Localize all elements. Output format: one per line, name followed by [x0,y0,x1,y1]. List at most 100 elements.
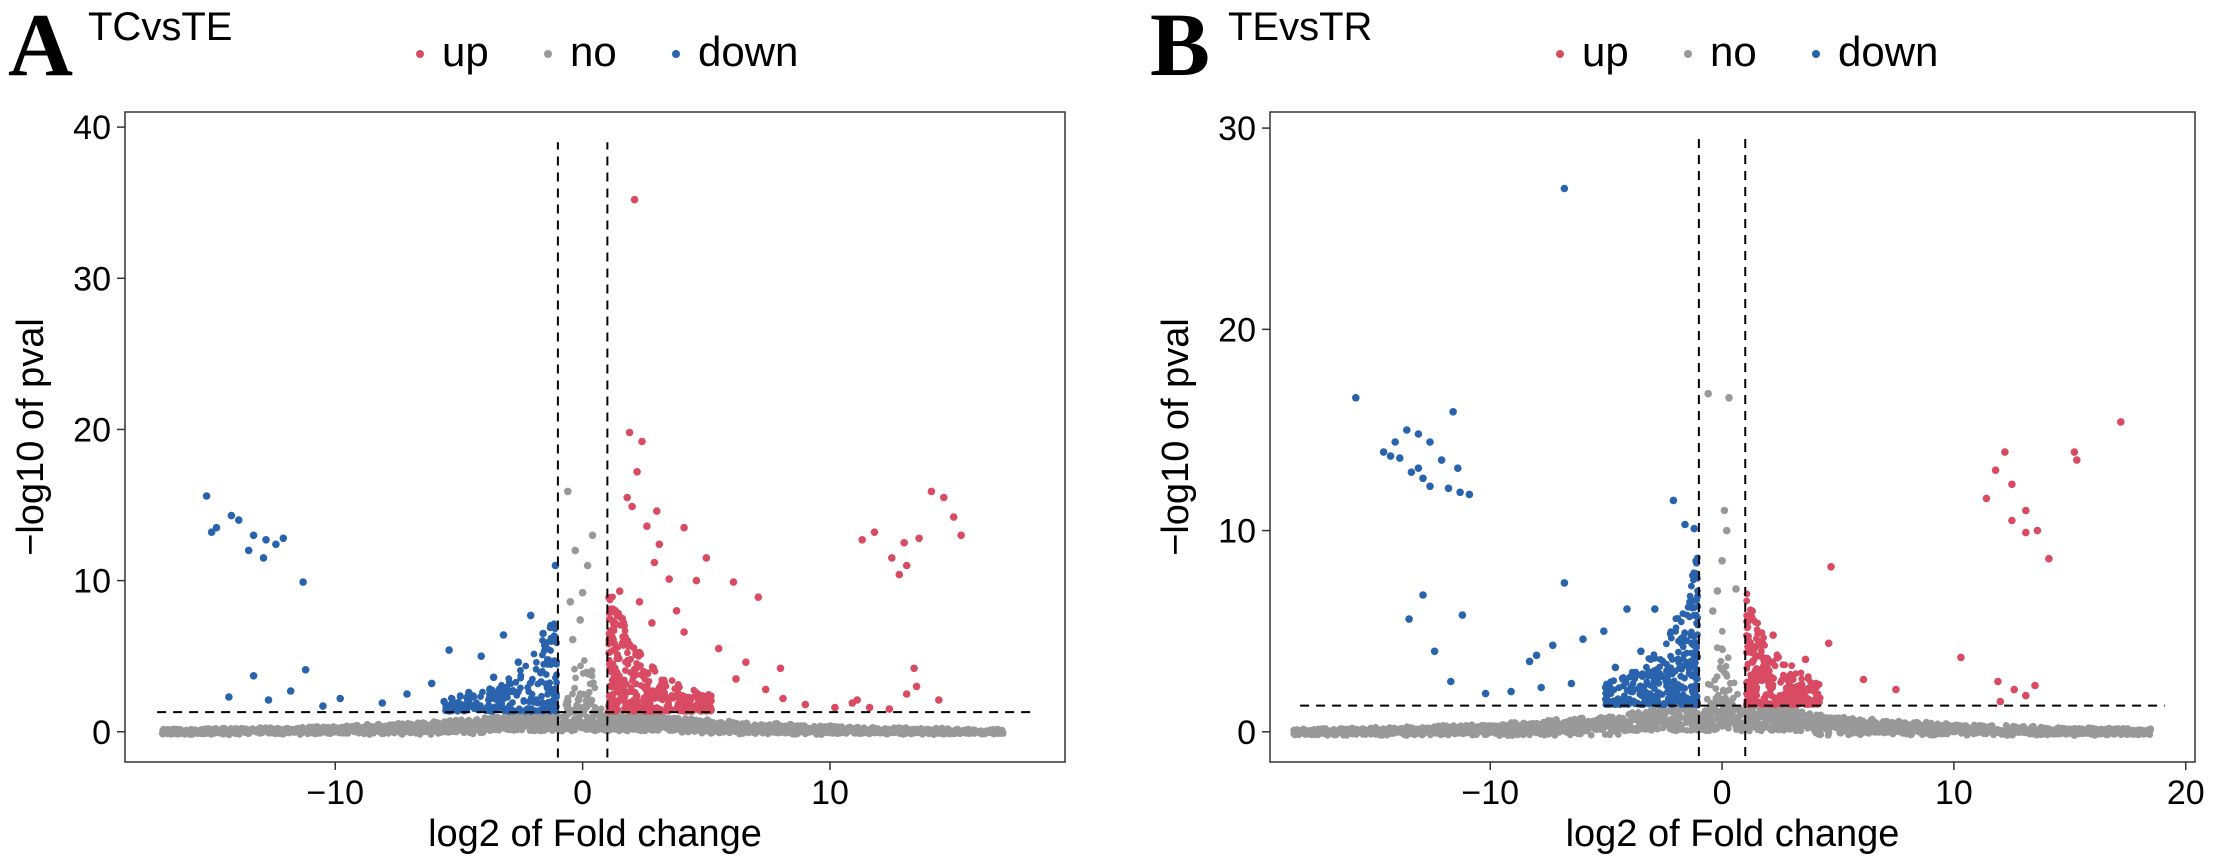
panel-a-point-no-bg [493,722,501,730]
panel-b-legend-down-label: down [1838,28,1938,75]
panel-a-point-down [207,528,216,536]
panel-a-point-up [672,607,681,615]
panel-a-point-no-bg [724,721,732,729]
panel-a-point-up-cluster [605,649,613,657]
panel-a-point-up [865,703,874,712]
panel-a-point-up [648,619,656,627]
panel-a-point-up-cluster [705,696,713,704]
panel-a-point-no-bg [982,728,989,735]
panel-a-point-no-bg [716,726,724,734]
panel-b-point-no-bg [1717,657,1725,665]
panel-a-point-no-bg [890,724,898,732]
panel-a-point-up [633,468,641,476]
panel-a-point-down [279,534,288,543]
panel-a-point-up [643,522,651,530]
panel-a-point-no-bg [916,728,923,735]
panel-a-point-no-bg [200,725,207,733]
panel-a-point-no-bg [629,726,637,733]
panel-a-point-down-cluster [517,667,524,674]
panel-a-point-up [623,493,631,502]
panel-a-point-up-cluster [634,664,642,671]
panel-b-point-no-bg [1633,726,1641,734]
panel-a-point-no-bg [602,724,610,731]
panel-a-point-up-cluster [649,665,656,673]
panel-a-point-no-bg [262,724,270,731]
panel-a-point-down [301,666,310,674]
panel-a-point-no-bg [642,725,649,733]
panel-a-point-no-bg [938,730,946,737]
panel-a-legend-down-marker [672,50,680,58]
panel-a-point-up [927,487,936,496]
panel-a-legend-up-marker [416,50,424,58]
panel-a-point-no-bg [691,728,699,735]
panel-a-point-no-bg [566,718,574,726]
panel-a-point-no-bg [544,724,552,732]
panel-b-point-no-bg [1729,694,1737,702]
panel-a-point-up [732,675,740,683]
panel-a-point-no [578,588,587,597]
panel-a-point-no-bg [575,704,583,712]
panel-a-point-up [885,705,894,713]
panel-a-point-up-cluster [634,702,642,710]
panel-a-point-up [618,614,626,623]
panel-a-point-up-cluster [624,649,631,657]
panel-a-point-no-bg [538,727,545,735]
panel-a-point-no-bg [558,727,566,735]
panel-a-point-no [576,616,584,624]
panel-a-point-down-cluster [469,701,476,709]
panel-a-point-up [900,539,908,547]
panel-a-point-up-cluster [676,707,684,715]
panel-a-point-up-cluster [690,686,698,694]
panel-a-point-no-bg [330,723,337,730]
panel-a-point-up-cluster [620,676,628,684]
panel-a-letter: A [8,0,73,95]
panel-a-point-up-cluster [642,670,650,677]
panel-a-point-no-bg [462,721,469,729]
panel-a-point-no [564,487,572,496]
panel-b-title: TEvsTR [1228,5,1372,49]
panel-a-point-down-cluster [509,699,516,706]
panel-a-point-up-cluster [605,692,613,700]
panel-a-point-up [870,528,879,536]
panel-a-point-no-bg [580,657,588,664]
panel-a-point-no-bg [167,730,175,738]
panel-a-point-down [514,658,523,666]
panel-a-point-no-bg [185,730,193,737]
panel-a-point-up-cluster [677,701,685,708]
panel-a-point-no-bg [425,727,433,735]
panel-a-point-no-bg [434,722,442,729]
panel-a-point-up [702,554,711,562]
panel-a-point-down-cluster [533,659,540,666]
panel-a-x-tick-label: 10 [811,774,849,812]
panel-a-point-no-bg [531,727,539,735]
panel-a-point-no-bg [281,726,288,734]
panel-a-point-no-bg [587,714,595,722]
panel-a-point-up [638,437,646,446]
panel-a-point-down [499,631,508,639]
panel-a-point-up [776,664,785,673]
panel-a-point-up [858,536,866,544]
panel-a-point-down [465,688,473,697]
panel-a-point-up-cluster [621,627,629,635]
panel-a-point-down [319,702,327,710]
panel-a-point-no-bg [516,714,524,721]
panel-a-point-no-bg [863,727,870,734]
panel-a-point-down [202,492,211,500]
panel-b-legend-no-marker [1684,50,1692,58]
panel-b-point-no-bg [1719,687,1727,695]
panel-a-point-up-cluster [629,677,636,684]
panel-a-point-no-bg [445,726,453,734]
panel-a-plot-frame [124,111,1066,763]
panel-a-point-up-cluster [610,617,617,625]
panel-a-point-no-bg [159,730,167,738]
panel-a-point-up [729,578,738,586]
panel-a-point-up-cluster [662,693,670,701]
panel-a-point-up [831,703,839,712]
panel-a-point-no-bg [470,724,478,732]
panel-a-point-no-bg [344,724,351,732]
panel-a-point-no-bg [596,712,603,720]
panel-a-legend-no-label: no [570,28,617,75]
panel-a-point-no-bg [879,727,887,734]
panel-a-point-up-cluster [643,684,650,692]
panel-a-point-no-bg [654,725,662,733]
